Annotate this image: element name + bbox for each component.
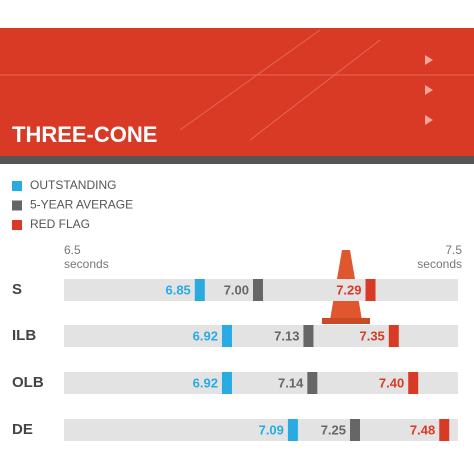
chart-title: THREE-CONE [12,122,157,147]
row-track [64,372,458,394]
category-label: OLB [12,374,44,391]
value-label: 7.13 [274,328,299,343]
marker [365,279,376,301]
marker [287,419,298,441]
marker [253,279,263,301]
value-label: 7.40 [379,375,404,390]
value-label: 7.00 [224,282,249,297]
legend-label: 5-YEAR AVERAGE [30,198,133,212]
row-track [64,325,458,347]
marker [439,419,450,441]
marker [303,325,314,347]
banner [0,28,474,156]
value-label: 6.85 [165,282,190,297]
value-label: 7.48 [410,422,435,437]
value-label: 7.25 [321,422,346,437]
value-label: 7.35 [359,328,384,343]
value-label: 7.29 [336,282,361,297]
x-tick-label: 7.5 [445,243,462,257]
category-label: ILB [12,327,36,344]
x-tick-label: 6.5 [64,243,81,257]
legend-swatch [12,181,22,191]
marker [221,372,232,394]
legend-label: RED FLAG [30,217,90,231]
marker [408,372,419,394]
value-label: 6.92 [193,375,218,390]
legend-swatch [12,220,22,230]
marker [194,279,205,301]
legend-swatch [12,200,22,211]
banner-rule [0,156,474,164]
value-label: 6.92 [193,328,218,343]
x-unit-label: seconds [64,257,109,271]
marker [388,325,399,347]
marker [221,325,232,347]
value-label: 7.09 [259,422,284,437]
category-label: DE [12,421,33,438]
value-label: 7.14 [278,375,304,390]
legend-label: OUTSTANDING [30,178,116,192]
banner-arrows [425,55,433,125]
banner-lines [0,29,474,141]
marker [350,419,360,441]
marker [307,372,318,394]
x-unit-label: seconds [417,257,462,271]
category-label: S [12,281,22,298]
